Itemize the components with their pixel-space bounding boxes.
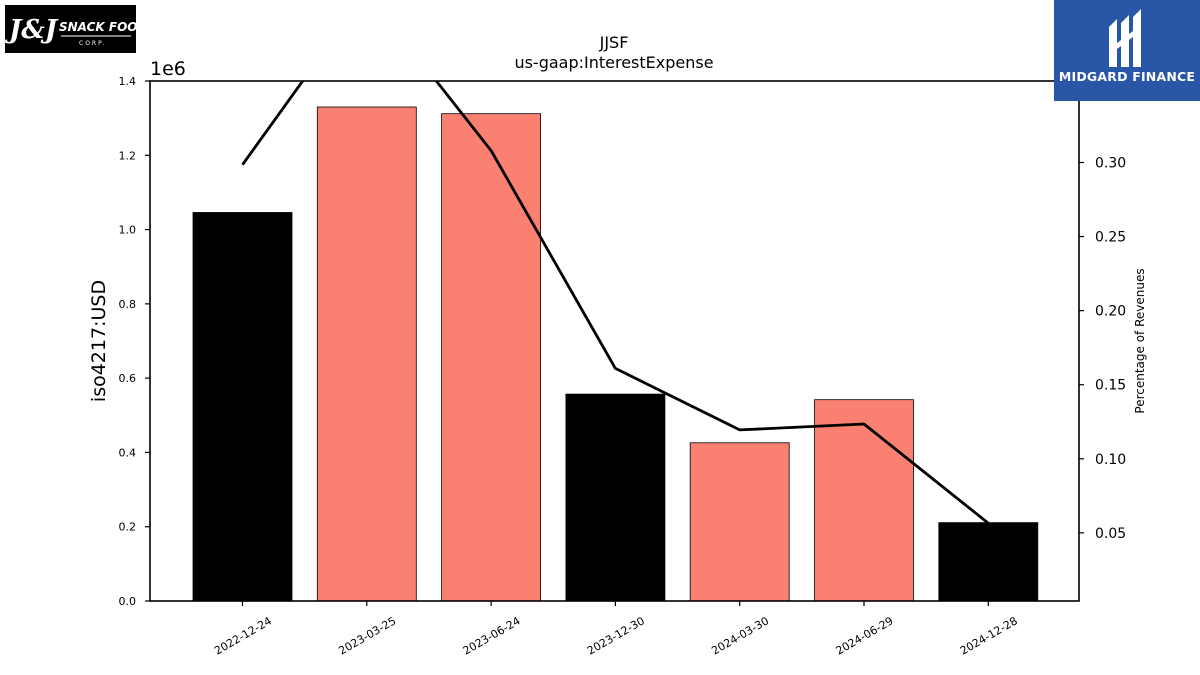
bar-2023-12-30 bbox=[565, 393, 666, 602]
y-tick-label: 0.2 bbox=[119, 521, 137, 534]
svg-text:SNACK FOODS: SNACK FOODS bbox=[59, 20, 136, 34]
x-tick-label: 2023-12-30 bbox=[585, 614, 647, 657]
bar-2024-06-29 bbox=[814, 399, 914, 602]
x-tick-label: 2022-12-24 bbox=[212, 614, 274, 657]
y-axis-label: iso4217:USD bbox=[88, 280, 110, 402]
y-tick-label: 0.0 bbox=[119, 595, 137, 608]
y2-tick-label: 0.05 bbox=[1095, 526, 1126, 542]
bar-2023-03-25 bbox=[316, 106, 417, 602]
y2-tick-label: 0.10 bbox=[1095, 452, 1126, 468]
x-tick-label: 2024-06-29 bbox=[834, 614, 896, 657]
midgard-finance-wordmark: MIDGARD FINANCE bbox=[1058, 69, 1196, 84]
bar-2022-12-24 bbox=[192, 212, 293, 602]
series-line-percentage-of-revenues bbox=[241, 81, 990, 525]
y2-tick-label: 0.25 bbox=[1095, 230, 1126, 246]
bar-2023-06-24 bbox=[441, 113, 542, 602]
x-tick-label: 2023-06-24 bbox=[461, 614, 523, 657]
x-tick-label: 2024-12-28 bbox=[958, 614, 1020, 657]
x-tick-label: 2024-03-30 bbox=[709, 614, 771, 657]
y-offset-text: 1e6 bbox=[150, 58, 186, 80]
y-tick-label: 1.0 bbox=[119, 224, 137, 237]
jj-snack-foods-logo: J&J SNACK FOODS CORP. bbox=[4, 5, 156, 53]
y-tick-label: 1.4 bbox=[119, 75, 137, 88]
y2-tick-label: 0.30 bbox=[1095, 155, 1126, 171]
svg-text:J&J: J&J bbox=[5, 15, 59, 45]
y2-axis-label: Percentage of Revenues bbox=[1133, 268, 1147, 413]
bar-2024-12-28 bbox=[938, 522, 1039, 602]
y-tick-label: 1.2 bbox=[119, 149, 137, 162]
y2-tick-label: 0.15 bbox=[1095, 378, 1126, 394]
bar-2024-03-30 bbox=[689, 442, 790, 602]
svg-text:CORP.: CORP. bbox=[79, 40, 107, 47]
y-tick-label: 0.8 bbox=[119, 298, 137, 311]
chart-title: JJSF bbox=[599, 33, 629, 52]
chart-subtitle: us-gaap:InterestExpense bbox=[514, 53, 713, 72]
x-tick-label: 2023-03-25 bbox=[336, 614, 398, 657]
y2-tick-label: 0.20 bbox=[1095, 304, 1126, 320]
midgard-finance-logo: MIDGARD FINANCE bbox=[1054, 0, 1200, 101]
plot-frame bbox=[149, 80, 1080, 602]
y-tick-label: 0.4 bbox=[119, 446, 137, 459]
y-tick-label: 0.6 bbox=[119, 372, 137, 385]
